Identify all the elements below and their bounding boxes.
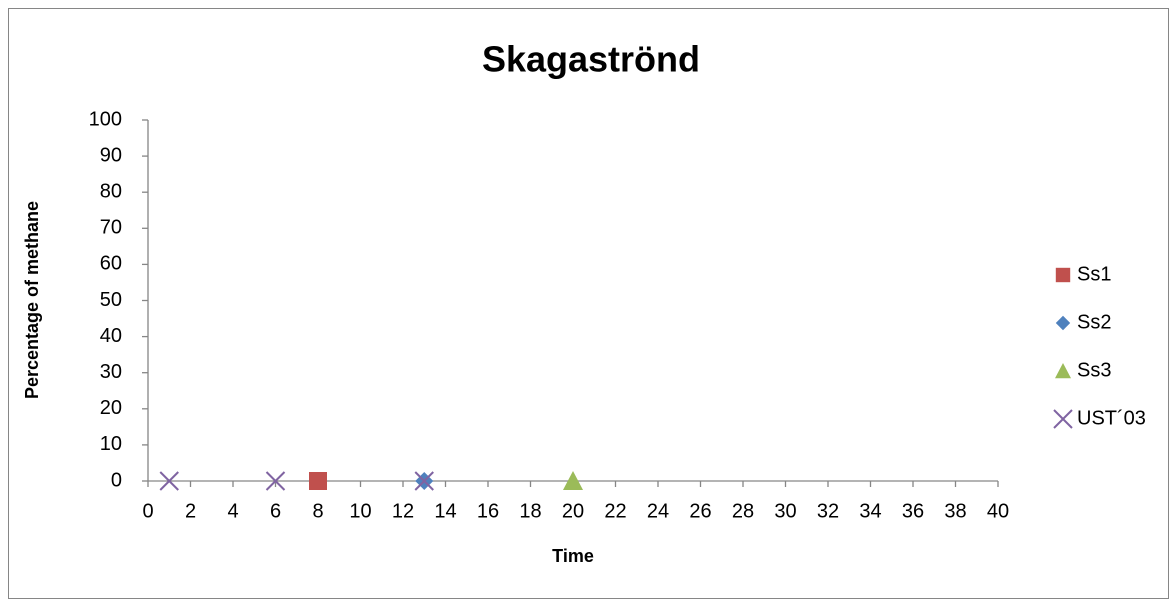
chart-title: Skagaströnd (482, 39, 700, 80)
x-tick-label: 22 (604, 500, 626, 522)
point (563, 471, 583, 490)
legend-label: Ss1 (1077, 263, 1111, 285)
point (309, 472, 327, 490)
x-tick-label: 28 (732, 500, 754, 522)
x-tick-label: 38 (944, 500, 966, 522)
x-tick-label: 18 (519, 500, 541, 522)
y-tick-label: 60 (100, 253, 122, 275)
x-tick-label: 8 (312, 500, 323, 522)
y-tick-label: 100 (89, 108, 122, 130)
y-axis-label: Percentage of methane (22, 201, 42, 399)
x-tick-label: 12 (392, 500, 414, 522)
x-tick-label: 2 (185, 500, 196, 522)
y-tick-label: 0 (111, 469, 122, 491)
x-tick-label: 0 (142, 500, 153, 522)
y-tick-label: 90 (100, 144, 122, 166)
x-tick-label: 40 (987, 500, 1009, 522)
x-axis-label: Time (552, 546, 594, 566)
point (414, 471, 434, 491)
x-tick-label: 10 (349, 500, 371, 522)
x-tick-label: 6 (270, 500, 281, 522)
x-tick-label: 32 (817, 500, 839, 522)
legend-marker (1055, 267, 1071, 283)
y-tick-label: 10 (100, 433, 122, 455)
y-tick-label: 50 (100, 289, 122, 311)
y-tick-label: 20 (100, 397, 122, 419)
point (159, 471, 179, 491)
y-tick-label: 30 (100, 361, 122, 383)
y-tick-label: 40 (100, 325, 122, 347)
legend-label: UST´03 (1077, 407, 1146, 429)
y-tick-label: 70 (100, 217, 122, 239)
chart-border (8, 8, 1169, 599)
x-tick-label: 16 (477, 500, 499, 522)
legend-marker (1055, 315, 1071, 331)
legend-label: Ss2 (1077, 311, 1111, 333)
legend-label: Ss3 (1077, 359, 1111, 381)
y-tick-label: 80 (100, 180, 122, 202)
legend-marker (1053, 409, 1073, 429)
legend-marker (1055, 363, 1071, 379)
x-tick-label: 34 (859, 500, 881, 522)
x-tick-label: 26 (689, 500, 711, 522)
x-tick-label: 20 (562, 500, 584, 522)
x-tick-label: 36 (902, 500, 924, 522)
x-tick-label: 14 (434, 500, 456, 522)
x-tick-label: 30 (774, 500, 796, 522)
x-tick-label: 24 (647, 500, 669, 522)
point (265, 471, 286, 491)
x-tick-label: 4 (227, 500, 238, 522)
